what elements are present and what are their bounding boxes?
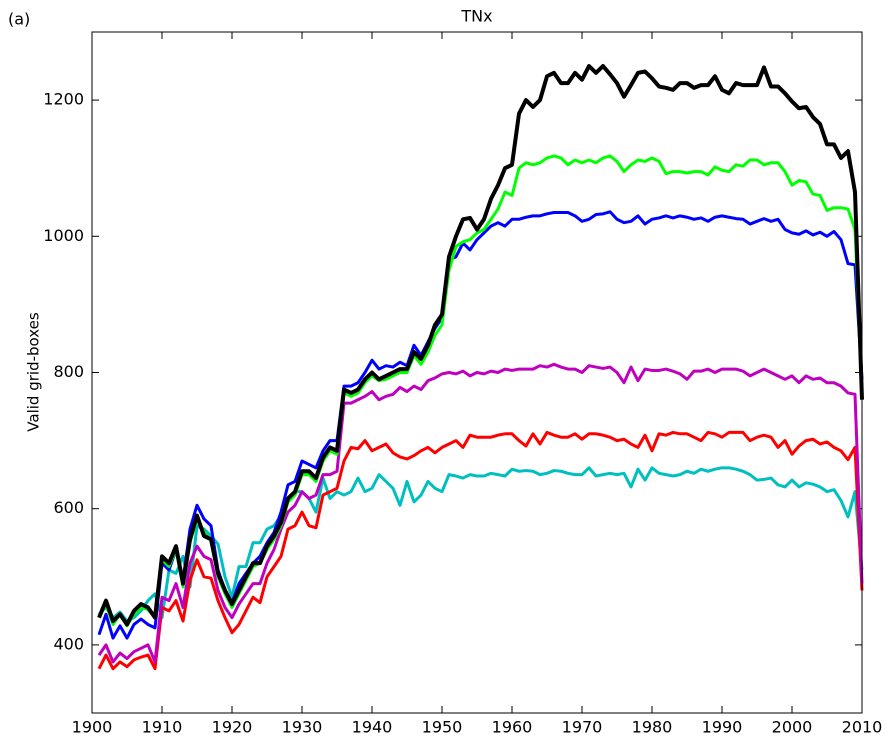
x-tick-label: 1980 xyxy=(632,718,673,737)
x-tick-label: 1970 xyxy=(562,718,603,737)
series-line xyxy=(97,466,864,623)
x-tick-label: 2000 xyxy=(772,718,813,737)
y-tick-label: 1000 xyxy=(43,226,84,245)
x-tick-label: 1950 xyxy=(422,718,463,737)
x-tick-label: 1940 xyxy=(352,718,393,737)
y-tick-label: 400 xyxy=(53,634,84,653)
chart-title: TNx xyxy=(460,7,492,26)
series-line xyxy=(97,430,864,671)
plot-frame xyxy=(91,31,863,714)
x-tick-label: 1930 xyxy=(282,718,323,737)
series-line xyxy=(97,362,864,664)
y-axis-label: Valid grid-boxes xyxy=(25,312,43,432)
y-tick-label: 600 xyxy=(53,498,84,517)
x-tick-label: 1900 xyxy=(72,718,113,737)
x-tick-label: 1910 xyxy=(142,718,183,737)
x-tick-label: 2010 xyxy=(842,718,883,737)
x-tick-label: 1960 xyxy=(492,718,533,737)
series-line xyxy=(97,64,864,627)
y-tick-label: 800 xyxy=(53,362,84,381)
y-tick-label: 1200 xyxy=(43,90,84,109)
x-tick-label: 1920 xyxy=(212,718,253,737)
x-tick-label: 1990 xyxy=(702,718,743,737)
panel-label: (a) xyxy=(8,10,30,29)
